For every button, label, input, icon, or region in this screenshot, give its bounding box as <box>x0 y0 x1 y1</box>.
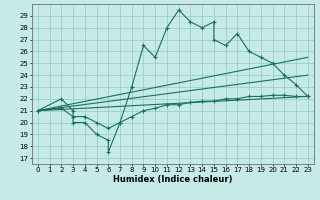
X-axis label: Humidex (Indice chaleur): Humidex (Indice chaleur) <box>113 175 233 184</box>
